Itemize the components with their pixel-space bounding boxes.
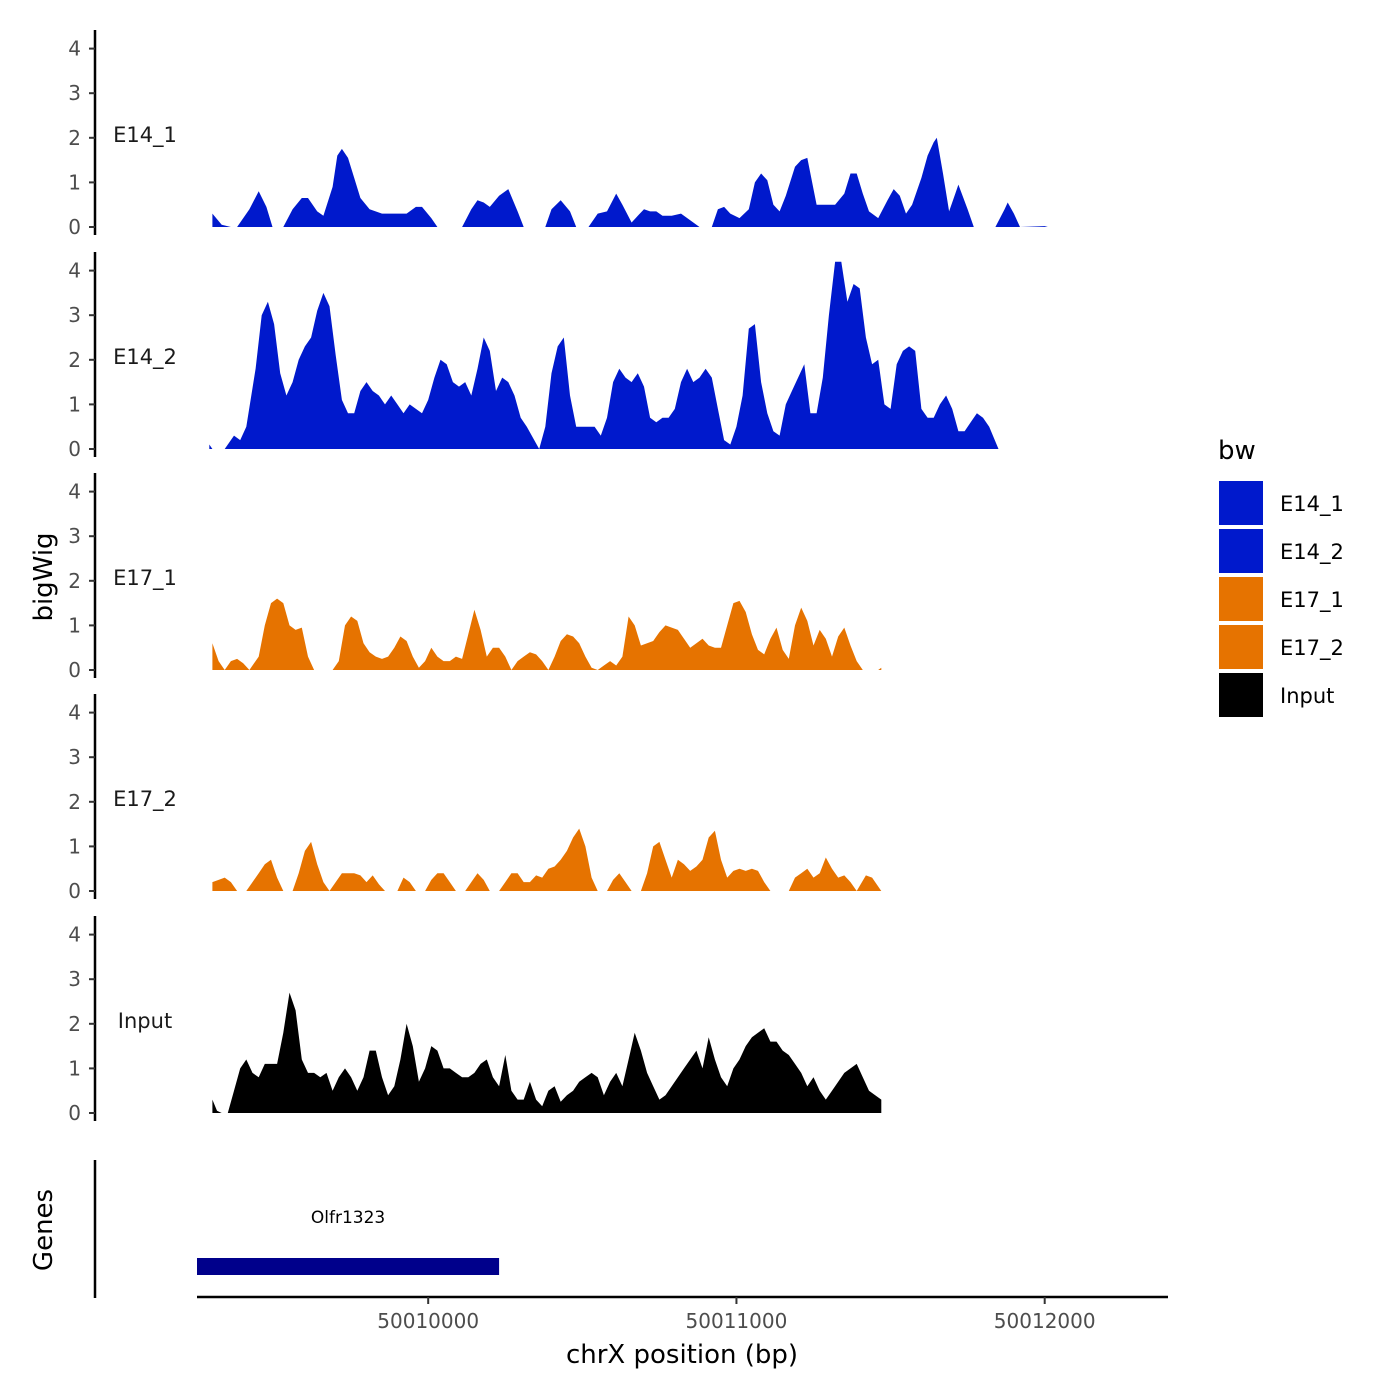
y-tick-label: 3: [68, 524, 81, 548]
y-tick-label: 3: [68, 81, 81, 105]
y-tick-label: 1: [68, 1056, 81, 1080]
gene-bar-olfr1323: [197, 1258, 500, 1275]
legend-swatch-e17-1: [1219, 577, 1263, 621]
legend-swatch-e14-2: [1219, 529, 1263, 573]
track-e17-1: 0 1 2 3 4 E17_1: [68, 473, 882, 682]
y-tick-label: 1: [68, 392, 81, 416]
legend-label: E14_2: [1280, 540, 1344, 565]
y-tick-label: 2: [68, 790, 81, 814]
genes-track: Olfr1323: [93, 1160, 500, 1298]
legend: bw E14_1 E14_2 E17_1 E17_2 Input: [1218, 436, 1344, 717]
genes-axis-title: Genes: [29, 1189, 59, 1271]
y-tick-label: 4: [68, 701, 81, 725]
legend-swatch-e17-2: [1219, 625, 1263, 669]
y-tick-label: 4: [68, 259, 81, 283]
area-input: [212, 992, 882, 1113]
y-tick-label: 0: [68, 879, 81, 903]
bigwig-tracks: 0 1 2 3 4 E14_1 0 1 2 3 4 E14_2 0 1 2 3 4 E17_1 0 1 2 3 4 E17_2…: [68, 30, 1048, 1125]
y-tick-label: 4: [68, 923, 81, 947]
legend-title: bw: [1218, 436, 1256, 466]
y-tick-label: 3: [68, 967, 81, 991]
track-label: E17_1: [113, 566, 177, 591]
x-axis: 50010000 50011000 50012000: [197, 1295, 1168, 1333]
legend-label: E17_2: [1280, 636, 1344, 661]
legend-label: E14_1: [1280, 492, 1344, 517]
track-e14-2: 0 1 2 3 4 E14_2: [68, 252, 999, 461]
x-axis-title: chrX position (bp): [566, 1340, 798, 1370]
y-axis-title: bigWig: [29, 532, 59, 621]
y-tick-label: 2: [68, 569, 81, 593]
y-tick-label: 1: [68, 834, 81, 858]
area-e14-2: [209, 261, 999, 449]
y-tick-label: 0: [68, 1101, 81, 1125]
track-label: E17_2: [113, 787, 177, 812]
area-e17-2: [212, 828, 882, 891]
y-tick-label: 0: [68, 215, 81, 239]
track-label: E14_2: [113, 345, 177, 370]
legend-label: Input: [1280, 684, 1334, 708]
area-e17-1: [212, 598, 882, 670]
y-tick-label: 0: [68, 658, 81, 682]
legend-swatch-e14-1: [1219, 481, 1263, 525]
x-tick-label: 50011000: [686, 1309, 788, 1333]
gene-label: Olfr1323: [311, 1208, 385, 1228]
y-tick-label: 4: [68, 480, 81, 504]
y-tick-label: 3: [68, 745, 81, 769]
y-tick-label: 2: [68, 126, 81, 150]
y-tick-label: 1: [68, 170, 81, 194]
y-tick-label: 2: [68, 1012, 81, 1036]
legend-label: E17_1: [1280, 588, 1344, 613]
track-e14-1: 0 1 2 3 4 E14_1: [68, 30, 1048, 239]
track-input: 0 1 2 3 4 Input: [68, 916, 882, 1125]
y-tick-label: 2: [68, 348, 81, 372]
track-e17-2: 0 1 2 3 4 E17_2: [68, 694, 882, 903]
y-tick-label: 4: [68, 37, 81, 61]
legend-swatch-input: [1219, 673, 1263, 717]
x-tick-label: 50012000: [994, 1309, 1096, 1333]
x-tick-label: 50010000: [377, 1309, 479, 1333]
track-label: E14_1: [113, 123, 177, 148]
y-tick-label: 3: [68, 303, 81, 327]
y-tick-label: 0: [68, 437, 81, 461]
y-tick-label: 1: [68, 613, 81, 637]
track-label: Input: [118, 1009, 172, 1033]
area-e14-1: [212, 137, 1048, 227]
